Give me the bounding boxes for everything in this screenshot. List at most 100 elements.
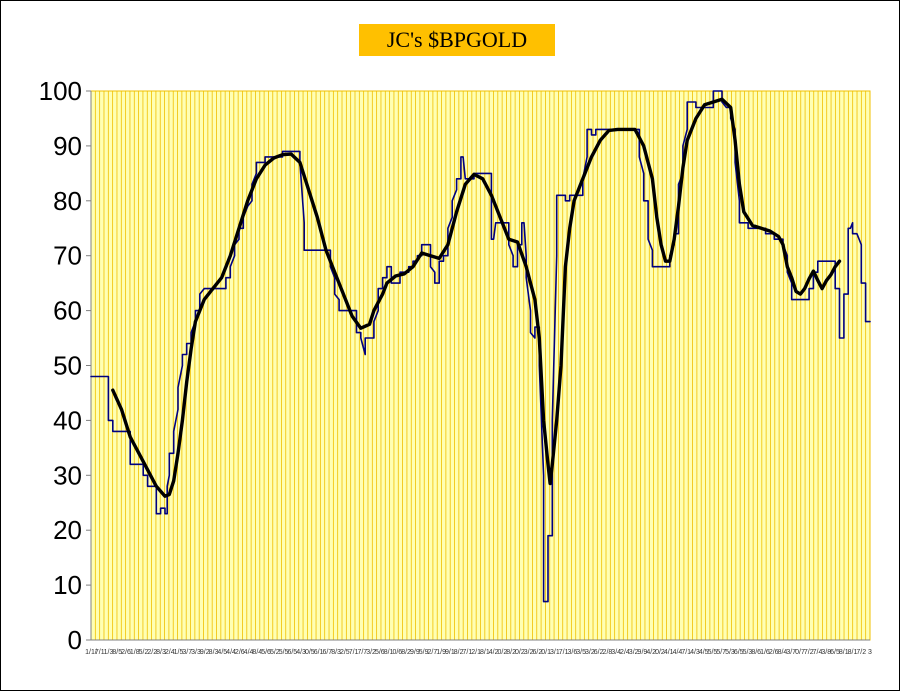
x-tick-label: 4/1 xyxy=(664,649,674,656)
x-tick-label: 3 xyxy=(868,649,872,656)
x-tick-label: 3/7 xyxy=(786,649,796,656)
y-tick-label: 70 xyxy=(53,241,82,271)
x-tick-label: 4/4 xyxy=(244,649,254,656)
x-tick-label: 6/1 xyxy=(314,649,324,656)
x-tick-label: 2/8 xyxy=(603,649,613,656)
x-tick-label: 3/4 xyxy=(611,649,621,656)
x-tick-label: 5/3 xyxy=(725,649,735,656)
y-tick-label: 30 xyxy=(53,460,82,490)
x-tick-label: 4/5 xyxy=(699,649,709,656)
x-tick-label: 5/6 xyxy=(261,649,271,656)
x-tick-label: 2/6 xyxy=(121,649,131,656)
x-tick-label: 9/1 xyxy=(445,649,455,656)
x-tick-label: 2/2 xyxy=(147,649,157,656)
y-tick-label: 90 xyxy=(53,131,82,161)
x-tick-label: 2/4 xyxy=(620,649,630,656)
y-tick-label: 0 xyxy=(68,625,82,655)
x-tick-label: 3/6 xyxy=(568,649,578,656)
x-tick-label: 1/9 xyxy=(436,649,446,656)
x-axis: 1/1/7/1 1/3 8/5 2/6 1/8 5/2 2/2 8/3 2/4 1/5 3/7 3/3… xyxy=(85,639,872,656)
series-group xyxy=(90,90,871,603)
x-tick-label: 5/5 xyxy=(279,649,289,656)
x-tick-label: 8/5 xyxy=(112,649,122,656)
y-tick-label: 60 xyxy=(53,296,82,326)
x-tick-label: 1/5 xyxy=(174,649,184,656)
x-tick-label: 3/2 xyxy=(524,649,534,656)
x-tick-label: 8/4 xyxy=(778,649,788,656)
x-tick-label: 8/1 xyxy=(384,649,394,656)
x-tick-label: 8/3 xyxy=(331,649,341,656)
x-tick-label: 3/7 xyxy=(182,649,192,656)
x-tick-label: 1/8 xyxy=(130,649,140,656)
y-tick-label: 40 xyxy=(53,405,82,435)
x-tick-label: 4/2 xyxy=(489,649,499,656)
x-tick-label: 2/7 xyxy=(427,649,437,656)
x-tick-label: 2/1 xyxy=(471,649,481,656)
x-tick-label: 3/1 xyxy=(550,649,560,656)
x-tick-label: 4/2 xyxy=(646,649,656,656)
x-tick-label: 5/6 xyxy=(375,649,385,656)
x-tick-label: 3/2 xyxy=(366,649,376,656)
x-tick-label: 8/1 xyxy=(480,649,490,656)
x-tick-label: 7/1 xyxy=(559,649,569,656)
x-tick-label: 8/4 xyxy=(252,649,262,656)
x-tick-label: 7/1 xyxy=(681,649,691,656)
x-tick-label: 8/1 xyxy=(848,649,858,656)
x-tick-label: 4/3 xyxy=(296,649,306,656)
x-tick-label: 8/6 xyxy=(751,649,761,656)
x-tick-label: 1/1/ xyxy=(85,649,97,656)
x-tick-label: 5/2 xyxy=(139,649,149,656)
x-tick-label: 0/6 xyxy=(392,649,402,656)
x-tick-label: 9/9 xyxy=(638,649,648,656)
x-tick-label: 0/7 xyxy=(795,649,805,656)
x-tick-label: 0/5 xyxy=(305,649,315,656)
x-tick-label: 0/1 xyxy=(541,649,551,656)
x-tick-label: 2/6 xyxy=(235,649,245,656)
x-tick-label: 3/2 xyxy=(629,649,639,656)
x-tick-label: 6/5 xyxy=(734,649,744,656)
x-tick-label: 7/4 xyxy=(813,649,823,656)
x-tick-label: 7/2 xyxy=(804,649,814,656)
x-tick-label: 8/2 xyxy=(454,649,464,656)
y-tick-label: 80 xyxy=(53,186,82,216)
x-tick-label: 6/5 xyxy=(287,649,297,656)
x-tick-label: 4/4 xyxy=(226,649,236,656)
x-tick-label: 8/1 xyxy=(839,649,849,656)
x-tick-label: 0/2 xyxy=(498,649,508,656)
x-tick-label: 2/4 xyxy=(165,649,175,656)
x-tick-label: 7/1 xyxy=(349,649,359,656)
x-tick-label: 8/3 xyxy=(156,649,166,656)
x-tick-label: 1/3 xyxy=(104,649,114,656)
y-tick-label: 50 xyxy=(53,351,82,381)
x-tick-label: 1/6 xyxy=(760,649,770,656)
x-tick-label: 7/2 xyxy=(856,649,866,656)
x-tick-label: 6/2 xyxy=(533,649,543,656)
y-tick-label: 10 xyxy=(53,570,82,600)
x-tick-label: 2/5 xyxy=(340,649,350,656)
x-tick-label: 0/2 xyxy=(515,649,525,656)
x-tick-label: 5/3 xyxy=(743,649,753,656)
x-tick-label: 9/2 xyxy=(200,649,210,656)
x-tick-label: 8/2 xyxy=(506,649,516,656)
x-tick-label: 4/4 xyxy=(673,649,683,656)
x-tick-label: 8/3 xyxy=(209,649,219,656)
x-tick-label: 5/2 xyxy=(270,649,280,656)
x-tick-label: 4/5 xyxy=(217,649,227,656)
x-tick-label: 7/7 xyxy=(357,649,367,656)
x-tick-label: 4/3 xyxy=(690,649,700,656)
x-tick-label: 9/9 xyxy=(410,649,420,656)
smoothed-series-line xyxy=(111,97,842,498)
chart-title: JC's $BPGOLD xyxy=(359,24,555,56)
x-tick-label: 7/1 xyxy=(95,649,105,656)
x-tick-label: 6/7 xyxy=(322,649,332,656)
y-tick-label: 20 xyxy=(53,515,82,545)
x-tick-label: 3/5 xyxy=(576,649,586,656)
y-axis: 0 10 20 30 40 50 60 70 80 90 100 xyxy=(39,76,92,655)
x-tick-label: 5/5 xyxy=(708,649,718,656)
x-tick-label: 3/3 xyxy=(191,649,201,656)
x-tick-label: 5/7 xyxy=(716,649,726,656)
x-tick-label: 7/1 xyxy=(463,649,473,656)
x-tick-label: 3/8 xyxy=(821,649,831,656)
x-tick-label: 0/2 xyxy=(655,649,665,656)
